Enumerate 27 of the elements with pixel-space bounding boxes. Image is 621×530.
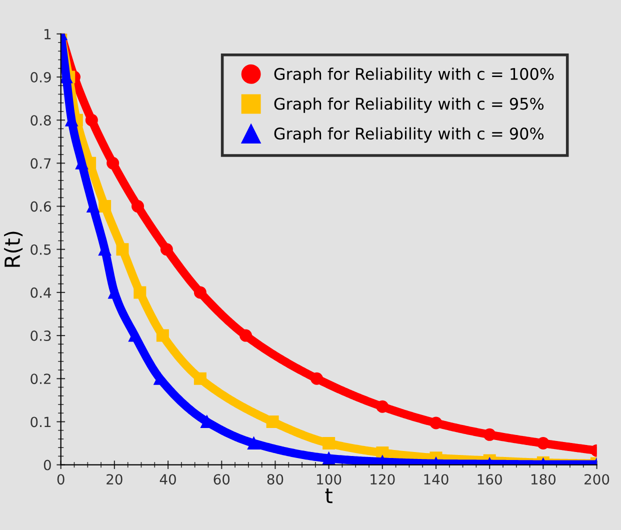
y-tick-label: 0.1 — [30, 416, 51, 428]
legend-label: Graph for Reliability with c = 95% — [274, 97, 544, 113]
x-tick-label: 0 — [57, 474, 64, 485]
y-tick-label: 0.9 — [30, 72, 51, 82]
x-tick-label: 80 — [267, 474, 284, 485]
x-tick-label: 200 — [584, 474, 610, 485]
y-tick-label: 0.7 — [30, 158, 51, 169]
x-tick-label: 40 — [160, 474, 176, 485]
x-tick-label: 60 — [214, 474, 230, 485]
legend-label: Graph for Reliability with c = 100% — [274, 68, 554, 84]
y-tick-label: 0.2 — [30, 374, 50, 384]
y-axis-title: R(t) — [4, 232, 23, 267]
y-tick-label: 0.5 — [30, 244, 51, 255]
y-tick-label: 0.4 — [30, 287, 52, 298]
x-axis-title: t — [325, 488, 332, 504]
x-tick-label: 20 — [106, 474, 122, 485]
legend-label: Graph for Reliability with c = 90% — [274, 127, 544, 143]
y-tick-label: 1 — [44, 29, 51, 40]
x-tick-label: 140 — [424, 474, 448, 485]
x-tick-label: 160 — [478, 474, 502, 485]
x-tick-label: 180 — [531, 474, 556, 485]
y-tick-label: 0.8 — [30, 115, 51, 126]
y-tick-label: 0.6 — [30, 201, 51, 212]
x-tick-label: 100 — [317, 474, 342, 485]
x-tick-label: 120 — [370, 474, 395, 485]
y-tick-label: 0 — [44, 460, 51, 470]
y-tick-label: 0.3 — [30, 330, 51, 342]
